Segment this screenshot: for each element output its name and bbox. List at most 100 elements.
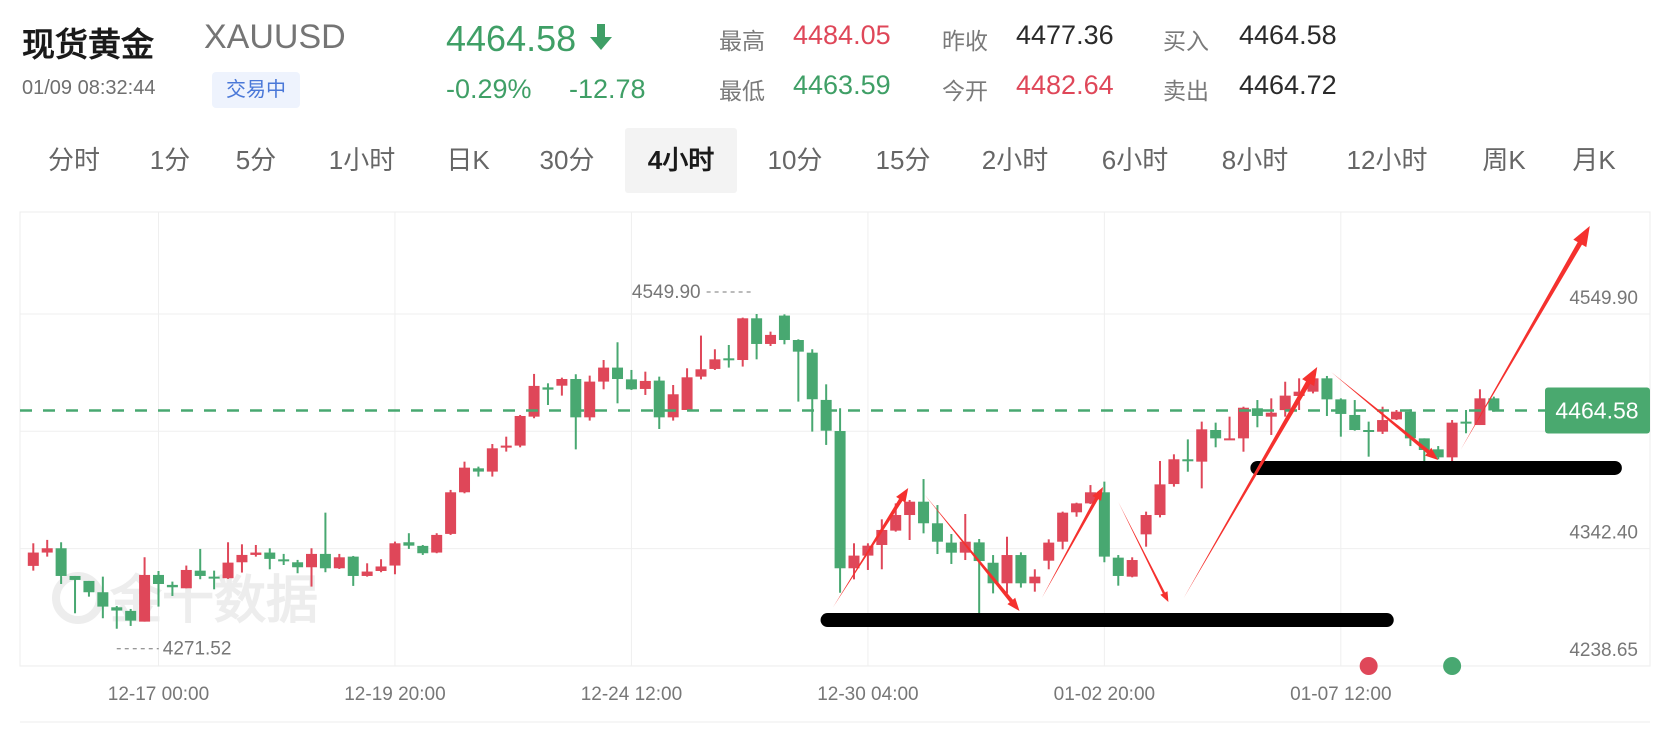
tab-timeshare[interactable]: 分时 — [47, 145, 100, 175]
tab-6hour[interactable]: 6小时 — [1101, 145, 1169, 175]
candle-body — [570, 379, 582, 418]
candle-body — [500, 445, 512, 448]
candle-body — [431, 534, 443, 553]
candle-down — [612, 342, 624, 404]
candle-up — [876, 519, 888, 570]
stat-value-high: 4484.05 — [793, 20, 891, 50]
stat-value-low: 4463.59 — [793, 70, 891, 100]
tab-10min[interactable]: 10分 — [767, 145, 823, 175]
tab-30min[interactable]: 30分 — [539, 145, 595, 175]
y-tick-label: 4549.90 — [1569, 288, 1638, 309]
candle-up — [904, 499, 916, 541]
candle-body — [83, 580, 95, 593]
stat-label-open: 今开 — [942, 78, 988, 104]
candle-body — [250, 552, 262, 555]
candle-body — [361, 571, 373, 576]
trend-arrow — [833, 488, 909, 608]
stat-label-ask: 卖出 — [1163, 78, 1209, 104]
candle-down — [820, 384, 832, 445]
candle-body — [1460, 421, 1472, 424]
current-price: 4464.58 — [446, 18, 577, 59]
instrument-symbol: XAUUSD — [204, 18, 346, 56]
instrument-name: 现货黄金 — [22, 26, 154, 63]
candle-body — [1237, 407, 1249, 439]
candle-down — [319, 512, 331, 573]
candle-body — [945, 542, 957, 553]
candle-body — [292, 562, 304, 568]
candle-down — [778, 314, 790, 345]
stat-value-bid: 4464.58 — [1239, 20, 1337, 50]
tab-1hour[interactable]: 1小时 — [328, 145, 396, 175]
candle-up — [1224, 416, 1236, 441]
tab-15min[interactable]: 15分 — [875, 145, 931, 175]
candle-down — [1404, 409, 1416, 447]
tab-4hour[interactable]: 4小时 — [625, 128, 737, 193]
candle-up — [639, 371, 651, 395]
candle-body — [681, 377, 693, 410]
candle-body — [653, 380, 665, 418]
candle-down — [1098, 481, 1110, 563]
candle-body — [1446, 422, 1458, 458]
candle-up — [695, 335, 707, 380]
candle-body — [723, 358, 735, 361]
candle-body — [472, 468, 484, 472]
candle-down — [1251, 400, 1263, 428]
candle-body — [890, 515, 902, 531]
candle-up — [236, 544, 248, 573]
candle-up — [514, 414, 526, 448]
candle-body — [459, 467, 471, 493]
tab-daily[interactable]: 日K — [446, 145, 490, 175]
candle-body — [556, 379, 568, 386]
candle-down — [278, 553, 290, 565]
tab-monthly[interactable]: 月K — [1572, 145, 1616, 175]
y-tick-label: 4238.65 — [1569, 640, 1638, 661]
candle-body — [1071, 503, 1083, 513]
candle-body — [319, 553, 331, 569]
candle-down — [403, 533, 415, 549]
candle-up — [1043, 539, 1055, 570]
tab-8hour[interactable]: 8小时 — [1221, 145, 1289, 175]
candle-up — [959, 514, 971, 561]
candle-body — [667, 394, 679, 418]
drawn-annotations — [820, 226, 1622, 675]
candle-up — [1071, 502, 1083, 517]
candle-body — [514, 415, 526, 446]
candle-up — [250, 544, 262, 557]
candle-body — [918, 501, 930, 524]
tab-2hour[interactable]: 2小时 — [981, 145, 1049, 175]
candle-up — [1084, 485, 1096, 505]
trend-arrow — [1183, 367, 1318, 598]
candle-down — [208, 570, 220, 590]
candle-body — [1029, 576, 1041, 584]
candle-up — [765, 331, 777, 346]
quote-timestamp: 01/09 08:32:44 — [22, 77, 156, 99]
candle-up — [486, 444, 498, 477]
status-badge: 交易中 — [212, 72, 300, 108]
x-tick-label: 12-30 04:00 — [817, 684, 918, 705]
candle-up — [139, 557, 151, 622]
candle-down — [97, 576, 109, 619]
candle-body — [598, 367, 610, 382]
change-amount: -12.78 — [569, 74, 646, 104]
candle-up — [1265, 398, 1277, 435]
candle-body — [1224, 438, 1236, 441]
tab-5min[interactable]: 5分 — [235, 145, 277, 175]
candle-down — [417, 544, 429, 555]
candle-up — [459, 461, 471, 494]
candle-down — [1460, 409, 1472, 434]
candle-up — [431, 533, 443, 554]
candle-body — [208, 576, 220, 579]
tab-12hour[interactable]: 12小时 — [1346, 145, 1428, 175]
trend-arrow — [1041, 487, 1103, 598]
trend-arrow — [924, 495, 1020, 611]
candle-up — [361, 563, 373, 577]
candle-up — [1237, 406, 1249, 452]
tab-weekly[interactable]: 周K — [1482, 145, 1526, 175]
candle-down — [792, 339, 804, 402]
candle-body — [1279, 395, 1291, 411]
tab-1min[interactable]: 1分 — [149, 145, 191, 175]
candle-down — [570, 374, 582, 450]
candle-up — [584, 375, 596, 421]
axis-labels: 4549.90 4342.40 4238.65 12-17 00:00 12-19 20… — [108, 282, 1650, 705]
